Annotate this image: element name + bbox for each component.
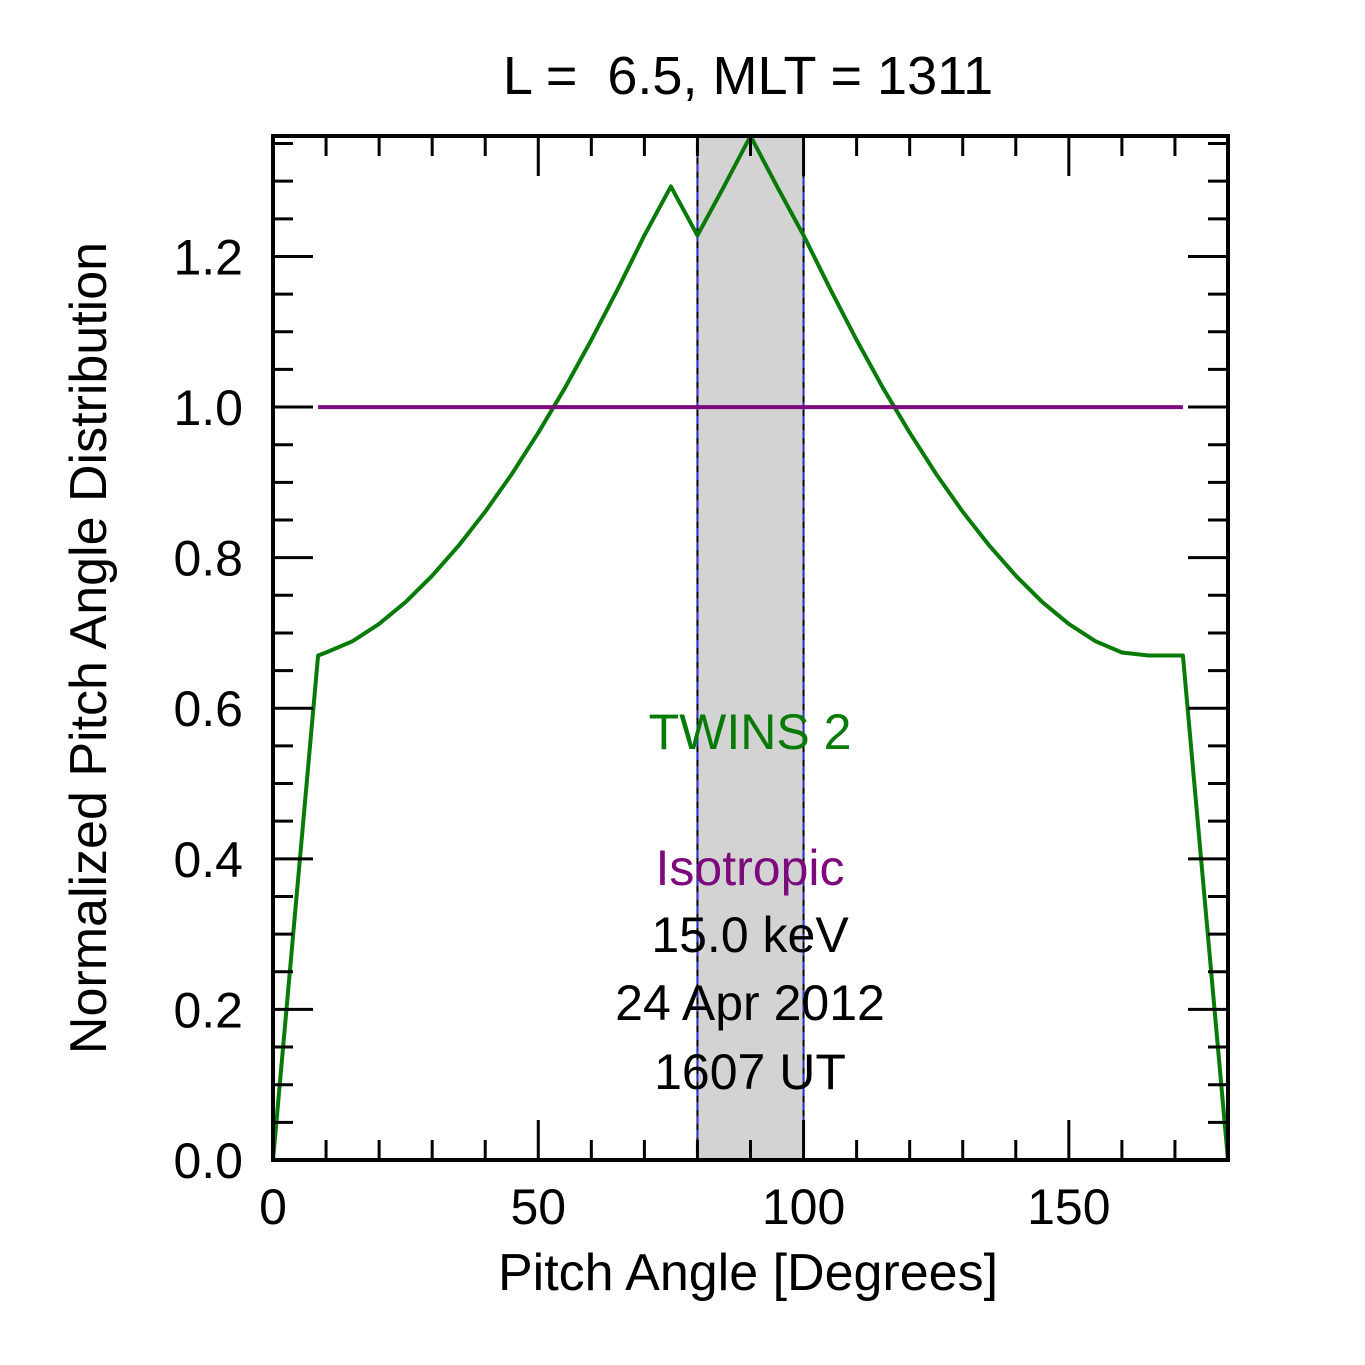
y-tick-label: 1.2 — [173, 229, 243, 285]
x-tick-label: 150 — [1027, 1179, 1110, 1235]
shaded-band-layer — [696, 136, 805, 1160]
legend-twins2: TWINS 2 — [649, 704, 852, 760]
y-tick-label: 0.8 — [173, 531, 243, 587]
y-tick-label: 0.4 — [173, 832, 243, 888]
axis-ticks — [271, 136, 1230, 1162]
x-tick-label: 0 — [259, 1179, 287, 1235]
y-tick-label: 1.0 — [173, 380, 243, 436]
x-tick-label: 100 — [762, 1179, 845, 1235]
annotation-time: 1607 UT — [654, 1044, 846, 1100]
annotation-date: 24 Apr 2012 — [615, 975, 885, 1031]
legend-isotropic: Isotropic — [656, 840, 845, 896]
x-axis-title: Pitch Angle [Degrees] — [498, 1244, 998, 1302]
chart-title: L = 6.5, MLT = 1311 — [503, 46, 993, 106]
tick-labels: 0 50 100 150 0.0 0.2 0.4 0.6 0.8 1.0 1.2 — [173, 229, 1110, 1235]
annotation-energy: 15.0 keV — [651, 907, 849, 963]
y-axis-title: Normalized Pitch Angle Distribution — [60, 242, 118, 1054]
plot-frame — [271, 134, 1230, 1162]
x-tick-label: 50 — [510, 1179, 566, 1235]
y-tick-label: 0.2 — [173, 982, 243, 1038]
y-tick-label: 0.6 — [173, 681, 243, 737]
shaded-band — [697, 136, 804, 1160]
y-tick-label: 0.0 — [173, 1133, 243, 1189]
